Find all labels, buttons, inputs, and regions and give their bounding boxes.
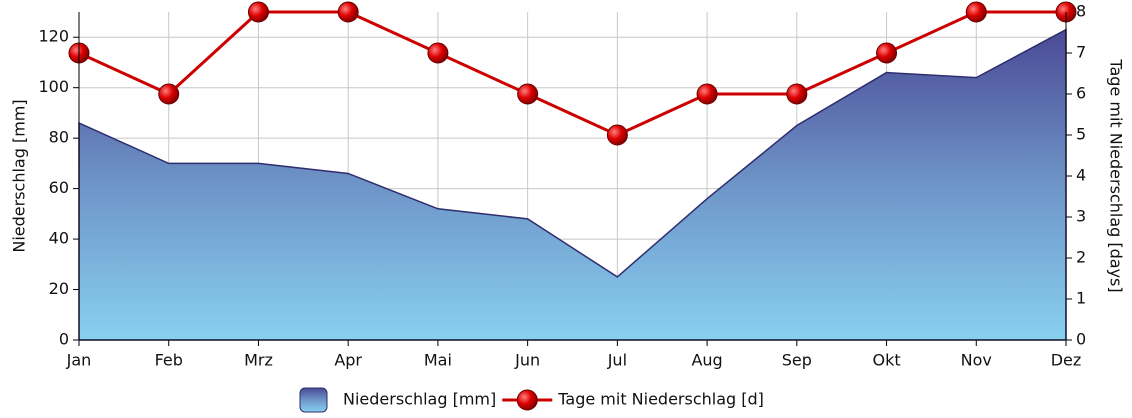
line-marker [517, 83, 539, 105]
legend-label: Tage mit Niederschlag [d] [557, 390, 764, 409]
line-marker [158, 83, 180, 105]
y-axis-label: Niederschlag [mm] [10, 99, 29, 252]
y-tick-label: 100 [38, 77, 69, 96]
area [78, 28, 1067, 341]
x-tick-label: Nov [961, 351, 992, 370]
y2-tick-label: 5 [1076, 125, 1086, 144]
y-tick-label: 120 [38, 27, 69, 46]
y2-tick-label: 4 [1076, 166, 1086, 185]
line-marker [247, 1, 269, 23]
x-tick-label: Feb [155, 351, 183, 370]
legend-swatch [516, 389, 538, 411]
x-tick-label: Aug [691, 351, 722, 370]
line-marker [696, 83, 718, 105]
y2-tick-label: 2 [1076, 248, 1086, 267]
y-tick-label: 80 [49, 128, 69, 147]
line-marker [606, 124, 628, 146]
x-tick-label: Sep [782, 351, 812, 370]
x-tick-label: Jun [514, 351, 540, 370]
y2-tick-label: 7 [1076, 43, 1086, 62]
legend-label: Niederschlag [mm] [343, 390, 496, 409]
y2-tick-label: 1 [1076, 289, 1086, 308]
y-tick-label: 40 [49, 229, 69, 248]
x-tick-label: Jul [607, 351, 627, 370]
line-marker [337, 1, 359, 23]
x-tick-label: Okt [872, 351, 900, 370]
legend-swatch [299, 387, 328, 413]
x-tick-label: Mrz [244, 351, 273, 370]
x-tick-label: Mai [424, 351, 452, 370]
y2-axis-label: Tage mit Niederschlag [days] [1107, 58, 1126, 292]
line [78, 10, 1066, 137]
x-tick-label: Jan [66, 351, 92, 370]
line-marker [876, 42, 898, 64]
x-tick-label: Apr [334, 351, 362, 370]
line-marker [427, 42, 449, 64]
y2-tick-label: 3 [1076, 207, 1086, 226]
line-marker [786, 83, 808, 105]
line-marker [965, 1, 987, 23]
y2-tick-label: 6 [1076, 84, 1086, 103]
y-tick-label: 20 [49, 279, 69, 298]
y-tick-label: 0 [59, 330, 69, 349]
y2-tick-label: 0 [1076, 330, 1086, 349]
y-tick-label: 60 [49, 178, 69, 197]
x-tick-label: Dez [1051, 351, 1082, 370]
y2-tick-label: 8 [1076, 2, 1086, 21]
